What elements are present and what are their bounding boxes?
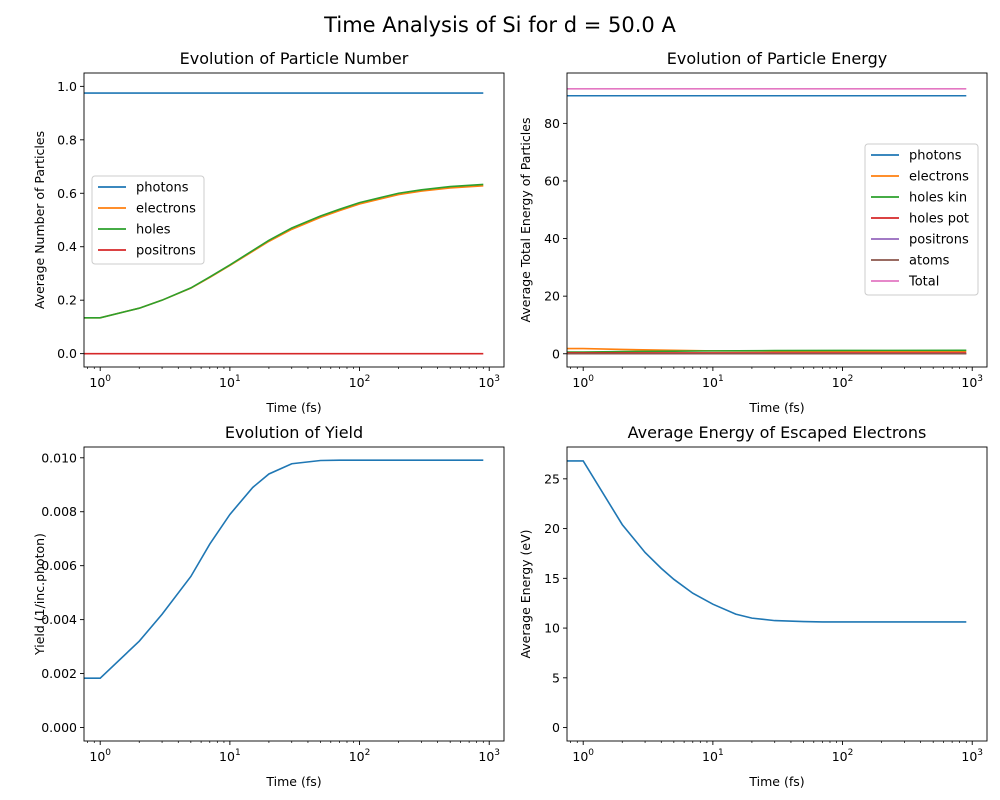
y-tick-label: 0.0 bbox=[57, 346, 77, 361]
y-axis-label: Average Number of Particles bbox=[32, 131, 47, 309]
y-tick-label: 0.8 bbox=[57, 132, 77, 147]
x-tick-label: 102 bbox=[832, 748, 854, 764]
legend-entry: positrons bbox=[909, 233, 969, 248]
legend-entry: photons bbox=[136, 181, 189, 196]
panel-title: Evolution of Particle Energy bbox=[667, 49, 887, 68]
y-tick-label: 0.008 bbox=[41, 504, 77, 519]
y-tick-label: 20 bbox=[544, 289, 560, 304]
y-tick-label: 60 bbox=[544, 173, 560, 188]
x-axis-label: Time (fs) bbox=[748, 400, 804, 415]
legend-entry: atoms bbox=[909, 254, 950, 269]
legend-entry: photons bbox=[909, 149, 962, 164]
y-axis-label: Average Energy (eV) bbox=[518, 529, 533, 658]
legend-entry: Total bbox=[908, 275, 939, 290]
y-tick-label: 25 bbox=[544, 471, 560, 486]
y-tick-label: 1.0 bbox=[57, 79, 77, 94]
y-tick-label: 0 bbox=[552, 720, 560, 735]
legend-entry: positrons bbox=[136, 244, 196, 259]
series-line-1 bbox=[567, 460, 967, 623]
y-tick-label: 0 bbox=[552, 346, 560, 361]
x-tick-label: 102 bbox=[832, 374, 854, 390]
legend-entry: holes kin bbox=[909, 191, 967, 206]
legend-entry: holes bbox=[136, 223, 171, 238]
x-tick-label: 100 bbox=[89, 374, 111, 390]
panel-3: 100 101 102 103 0.000 0.002 0.004 0.006 0.008 0.0… bbox=[32, 423, 505, 789]
series-line-holes-kin bbox=[567, 349, 967, 353]
y-tick-label: 0.002 bbox=[41, 666, 77, 681]
x-tick-label: 103 bbox=[961, 374, 983, 390]
y-tick-label: 80 bbox=[544, 116, 560, 131]
x-tick-label: 100 bbox=[89, 748, 111, 764]
legend: photons electrons holes kin holes pot positr… bbox=[864, 143, 979, 296]
axes-frame bbox=[83, 446, 505, 742]
x-tick-label: 102 bbox=[349, 374, 371, 390]
panel-1: 100 101 102 103 0.0 0.2 0.4 0.6 0.8 1.0 Evolution … bbox=[32, 49, 505, 415]
x-tick-label: 103 bbox=[478, 374, 500, 390]
x-tick-label: 102 bbox=[349, 748, 371, 764]
legend-entry: electrons bbox=[909, 170, 969, 185]
y-tick-label: 20 bbox=[544, 521, 560, 536]
y-axis-label: Yield (1/inc.photon) bbox=[32, 533, 47, 656]
y-tick-label: 0.006 bbox=[41, 558, 77, 573]
axes-frame bbox=[566, 72, 988, 368]
x-tick-label: 101 bbox=[219, 374, 241, 390]
y-tick-label: 0.000 bbox=[41, 720, 77, 735]
panel-title: Evolution of Particle Number bbox=[180, 49, 409, 68]
legend-entry: holes pot bbox=[909, 212, 969, 227]
legend-frame bbox=[91, 175, 205, 265]
panel-2: 100 101 102 103 0 20 40 60 80 Evolution of Partic… bbox=[518, 49, 988, 415]
y-tick-label: 0.004 bbox=[41, 612, 77, 627]
x-axis-label: Time (fs) bbox=[265, 400, 321, 415]
panel-title: Evolution of Yield bbox=[225, 423, 363, 442]
y-tick-label: 0.010 bbox=[41, 450, 77, 465]
panel-4: 100 101 102 103 0 5 10 15 20 25 Average Energy of … bbox=[518, 423, 988, 789]
x-tick-label: 100 bbox=[572, 374, 594, 390]
x-tick-label: 101 bbox=[219, 748, 241, 764]
legend: photons electrons holes positrons bbox=[91, 175, 205, 265]
x-tick-label: 103 bbox=[961, 748, 983, 764]
series-line-holes bbox=[84, 183, 484, 319]
figure-title: Time Analysis of Si for d = 50.0 A bbox=[323, 13, 676, 37]
legend-entry: electrons bbox=[136, 202, 196, 217]
y-tick-label: 40 bbox=[544, 231, 560, 246]
x-tick-label: 100 bbox=[572, 748, 594, 764]
y-axis-label: Average Total Energy of Particles bbox=[518, 118, 533, 323]
x-axis-label: Time (fs) bbox=[748, 774, 804, 789]
x-tick-label: 101 bbox=[702, 748, 724, 764]
y-tick-label: 5 bbox=[552, 670, 560, 685]
x-tick-label: 103 bbox=[478, 748, 500, 764]
y-tick-label: 10 bbox=[544, 621, 560, 636]
y-tick-label: 0.2 bbox=[57, 293, 77, 308]
legend-frame bbox=[864, 143, 979, 296]
y-tick-label: 0.4 bbox=[57, 239, 77, 254]
axes-frame bbox=[83, 72, 505, 368]
x-tick-label: 101 bbox=[702, 374, 724, 390]
axes-frame bbox=[566, 446, 988, 742]
y-tick-label: 15 bbox=[544, 571, 560, 586]
panel-title: Average Energy of Escaped Electrons bbox=[628, 423, 927, 442]
y-tick-label: 0.6 bbox=[57, 186, 77, 201]
series-line-1 bbox=[84, 459, 484, 679]
x-axis-label: Time (fs) bbox=[265, 774, 321, 789]
